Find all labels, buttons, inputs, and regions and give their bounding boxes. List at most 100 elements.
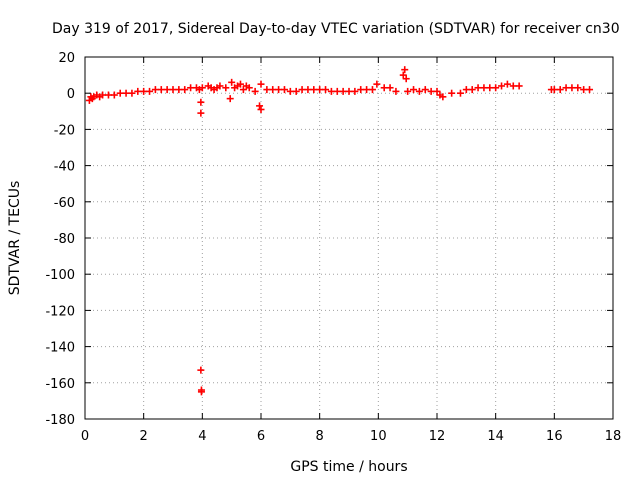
data-point	[197, 366, 205, 374]
data-point	[415, 87, 423, 95]
y-tick-label: -20	[54, 123, 75, 138]
data-point	[386, 84, 394, 92]
data-point	[310, 86, 318, 94]
data-point	[368, 86, 376, 94]
data-point	[134, 87, 142, 95]
x-tick-label: 6	[257, 429, 265, 444]
data-point	[304, 86, 312, 94]
y-tick-label: -80	[54, 232, 75, 247]
y-tick-label: -120	[45, 304, 75, 319]
data-point	[226, 95, 234, 103]
y-tick-label: 20	[58, 51, 75, 66]
grid-lines	[85, 57, 613, 419]
x-tick-label: 16	[546, 429, 563, 444]
data-point	[257, 105, 265, 113]
data-point	[357, 86, 365, 94]
data-point	[322, 86, 330, 94]
data-point	[245, 84, 253, 92]
x-axis-ticks: 0 2 4 6 8 10 12 14 16 18	[81, 57, 621, 444]
y-tick-label: -140	[45, 341, 75, 356]
data-point	[448, 89, 456, 97]
data-point	[345, 87, 353, 95]
data-point	[503, 80, 511, 88]
data-point	[380, 84, 388, 92]
x-tick-label: 0	[81, 429, 89, 444]
data-point	[568, 84, 576, 92]
data-point	[474, 84, 482, 92]
data-point	[468, 86, 476, 94]
y-tick-label: -100	[45, 268, 75, 283]
data-point	[140, 87, 148, 95]
data-point	[104, 91, 112, 99]
data-point	[222, 84, 230, 92]
data-point	[404, 87, 412, 95]
data-point	[197, 386, 205, 394]
data-point	[197, 109, 205, 117]
data-point	[216, 82, 224, 90]
data-point	[339, 87, 347, 95]
x-tick-label: 12	[429, 429, 446, 444]
data-point	[275, 86, 283, 94]
data-point	[269, 86, 277, 94]
data-point	[187, 84, 195, 92]
y-tick-label: -40	[54, 160, 75, 175]
data-point	[515, 82, 523, 90]
data-point	[163, 86, 171, 94]
data-point	[298, 86, 306, 94]
data-point	[399, 71, 407, 79]
data-point	[181, 86, 189, 94]
data-point	[157, 86, 165, 94]
data-point	[462, 86, 470, 94]
data-point	[439, 93, 447, 101]
data-point	[480, 84, 488, 92]
data-point	[175, 86, 183, 94]
data-point	[116, 89, 124, 97]
data-point	[562, 84, 570, 92]
data-point	[456, 89, 464, 97]
data-point	[292, 87, 300, 95]
y-axis-label: SDTVAR / TECUs	[7, 181, 23, 296]
data-point	[401, 66, 409, 74]
data-point	[263, 86, 271, 94]
data-point	[392, 87, 400, 95]
data-point	[427, 87, 435, 95]
y-tick-label: 0	[67, 87, 75, 102]
data-point	[110, 91, 118, 99]
data-point	[351, 87, 359, 95]
x-tick-label: 2	[140, 429, 148, 444]
data-point	[198, 84, 206, 92]
data-point	[486, 84, 494, 92]
data-point	[580, 86, 588, 94]
data-point	[316, 86, 324, 94]
x-tick-label: 18	[605, 429, 622, 444]
data-point	[421, 86, 429, 94]
data-point	[228, 78, 236, 86]
data-point	[586, 86, 594, 94]
data-point	[99, 91, 107, 99]
data-point	[402, 75, 410, 83]
data-point	[236, 80, 244, 88]
data-point	[251, 87, 259, 95]
x-tick-label: 4	[198, 429, 206, 444]
chart-title: Day 319 of 2017, Sidereal Day-to-day VTE…	[52, 21, 620, 37]
data-point	[146, 87, 154, 95]
data-point	[257, 80, 265, 88]
data-point	[574, 84, 582, 92]
data-point	[556, 86, 564, 94]
data-point	[280, 86, 288, 94]
data-points	[85, 66, 594, 396]
x-tick-label: 14	[487, 429, 504, 444]
data-point	[239, 86, 247, 94]
x-axis-label: GPS time / hours	[290, 459, 407, 475]
data-point	[122, 89, 130, 97]
data-point	[169, 86, 177, 94]
data-point	[128, 89, 136, 97]
data-point	[363, 86, 371, 94]
data-point	[433, 87, 441, 95]
data-point	[151, 86, 159, 94]
data-point	[327, 87, 335, 95]
data-point	[256, 102, 264, 110]
data-point	[492, 84, 500, 92]
y-tick-label: -60	[54, 196, 75, 211]
y-tick-label: -180	[45, 413, 75, 428]
